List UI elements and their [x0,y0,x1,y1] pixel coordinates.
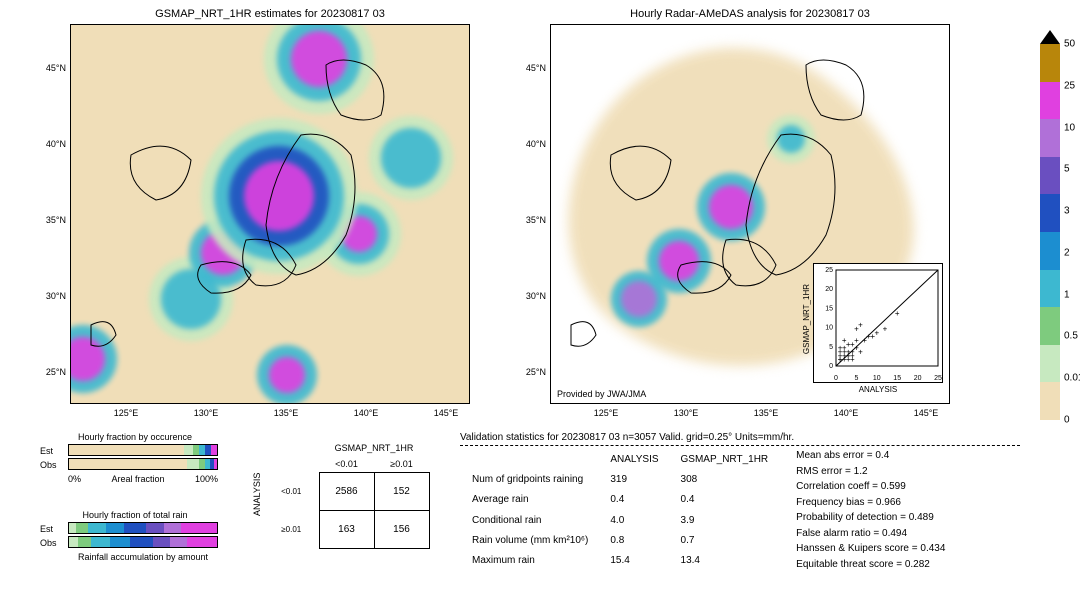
stats-row-a: 15.4 [600,552,668,570]
fraction-occ-est-lab: Est [40,446,68,456]
scatter-xlabel: ANALYSIS [814,385,942,394]
stats-row-label: Num of gridpoints raining [462,470,598,488]
stats-block: Validation statistics for 20230817 03 n=… [460,432,1020,572]
stats-row-a: 4.0 [600,511,668,529]
contingency-row-title: ANALYSIS [250,440,264,548]
left-map-frame [70,24,470,404]
stats-row-g: 308 [671,470,779,488]
fraction-occ-obs-lab: Obs [40,460,68,470]
svg-text:5: 5 [829,344,833,351]
scatter-inset: 00551010151520202525++++++++++++++++++++… [813,263,943,383]
stats-row-label: Average rain [462,490,598,508]
stats-row-label: Maximum rain [462,552,598,570]
fraction-occ-obs-row: Obs [40,458,230,472]
svg-text:10: 10 [873,375,881,382]
svg-text:25: 25 [825,267,833,274]
stats-sep [460,445,1020,446]
stats-metric: Equitable threat score = 0.282 [796,557,945,573]
stats-col-g: GSMAP_NRT_1HR [671,450,779,468]
stats-grid: ANALYSIS GSMAP_NRT_1HR Num of gridpoints… [460,448,1020,572]
fraction-rain-est-row: Est [40,522,230,536]
svg-text:+: + [850,355,855,364]
cont-cell-00: 2586 [319,472,374,510]
svg-text:0: 0 [829,363,833,370]
fraction-rain-axis: Rainfall accumulation by amount [68,552,218,562]
stats-row-g: 3.9 [671,511,779,529]
cont-row-head-1: ≥0.01 [264,510,319,548]
stats-metric: Correlation coeff = 0.599 [796,479,945,495]
cont-cell-10: 163 [319,510,374,548]
stats-row-a: 319 [600,470,668,488]
stats-metrics: Mean abs error = 0.4RMS error = 1.2Corre… [796,448,945,572]
svg-text:15: 15 [825,305,833,312]
svg-text:+: + [883,324,888,333]
stats-metric: Mean abs error = 0.4 [796,448,945,464]
scatter-svg: 00551010151520202525++++++++++++++++++++… [814,264,944,384]
stats-row-label: Rain volume (mm km²10⁶) [462,531,598,549]
left-map-title: GSMAP_NRT_1HR estimates for 20230817 03 [70,8,470,20]
stats-row-label: Conditional rain [462,511,598,529]
occ-axis-1: Areal fraction [111,474,164,484]
fraction-occurrence-title: Hourly fraction by occurence [40,432,230,442]
svg-text:0: 0 [834,375,838,382]
stats-row-g: 13.4 [671,552,779,570]
stats-col-a: ANALYSIS [600,450,668,468]
stats-row-g: 0.4 [671,490,779,508]
stats-row-g: 0.7 [671,531,779,549]
fraction-rain-block: Hourly fraction of total rain Est Obs Ra… [40,510,230,562]
svg-text:15: 15 [893,375,901,382]
right-map-title: Hourly Radar-AMeDAS analysis for 2023081… [550,8,950,20]
stats-table: ANALYSIS GSMAP_NRT_1HR Num of gridpoints… [460,448,780,572]
left-map-panel: GSMAP_NRT_1HR estimates for 20230817 03 … [70,8,470,404]
fraction-occ-axis: 0% Areal fraction 100% [68,474,218,484]
svg-text:5: 5 [854,375,858,382]
fraction-occ-est-bar [68,444,218,456]
cont-col-head-0: <0.01 [319,456,374,472]
fraction-rain-est-bar [68,522,218,534]
cont-col-head-1: ≥0.01 [374,456,429,472]
colorbar: 00.010.51235102550 [1040,30,1060,420]
rain-axis-1: Rainfall accumulation by amount [78,552,208,562]
contingency-col-title: GSMAP_NRT_1HR [319,440,429,456]
occ-axis-0: 0% [68,474,81,484]
scatter-ylabel: GSMAP_NRT_1HR [802,284,811,354]
fraction-occurrence-block: Hourly fraction by occurence Est Obs 0% … [40,432,230,484]
stats-metric: RMS error = 1.2 [796,464,945,480]
svg-text:+: + [870,332,875,341]
svg-text:+: + [838,355,843,364]
svg-text:25: 25 [934,375,942,382]
cont-row-head-0: <0.01 [264,472,319,510]
stats-metric: Frequency bias = 0.966 [796,495,945,511]
stats-metric: False alarm ratio = 0.494 [796,526,945,542]
stats-row-a: 0.8 [600,531,668,549]
contingency-table-block: ANALYSIS GSMAP_NRT_1HR <0.01 ≥0.01 <0.01… [250,440,430,549]
svg-text:20: 20 [825,286,833,293]
fraction-occ-est-row: Est [40,444,230,458]
contingency-table: ANALYSIS GSMAP_NRT_1HR <0.01 ≥0.01 <0.01… [250,440,430,549]
fraction-rain-title: Hourly fraction of total rain [40,510,230,520]
right-map-frame: 00551010151520202525++++++++++++++++++++… [550,24,950,404]
fraction-occ-obs-bar [68,458,218,470]
stats-row-a: 0.4 [600,490,668,508]
svg-text:+: + [854,336,859,345]
fraction-rain-est-lab: Est [40,524,68,534]
stats-title: Validation statistics for 20230817 03 n=… [460,432,1020,443]
provided-by-label: Provided by JWA/JMA [557,389,646,399]
fraction-rain-obs-row: Obs [40,536,230,550]
cont-cell-11: 156 [374,510,429,548]
fraction-rain-obs-lab: Obs [40,538,68,548]
svg-text:+: + [895,309,900,318]
fraction-rain-obs-bar [68,536,218,548]
occ-axis-2: 100% [195,474,218,484]
svg-text:+: + [858,347,863,356]
right-map-panel: Hourly Radar-AMeDAS analysis for 2023081… [550,8,950,404]
svg-text:10: 10 [825,325,833,332]
left-coast-svg [71,25,470,404]
stats-metric: Hanssen & Kuipers score = 0.434 [796,541,945,557]
svg-text:20: 20 [914,375,922,382]
svg-text:+: + [874,328,879,337]
svg-text:+: + [858,321,863,330]
cont-cell-01: 152 [374,472,429,510]
stats-metric: Probability of detection = 0.489 [796,510,945,526]
